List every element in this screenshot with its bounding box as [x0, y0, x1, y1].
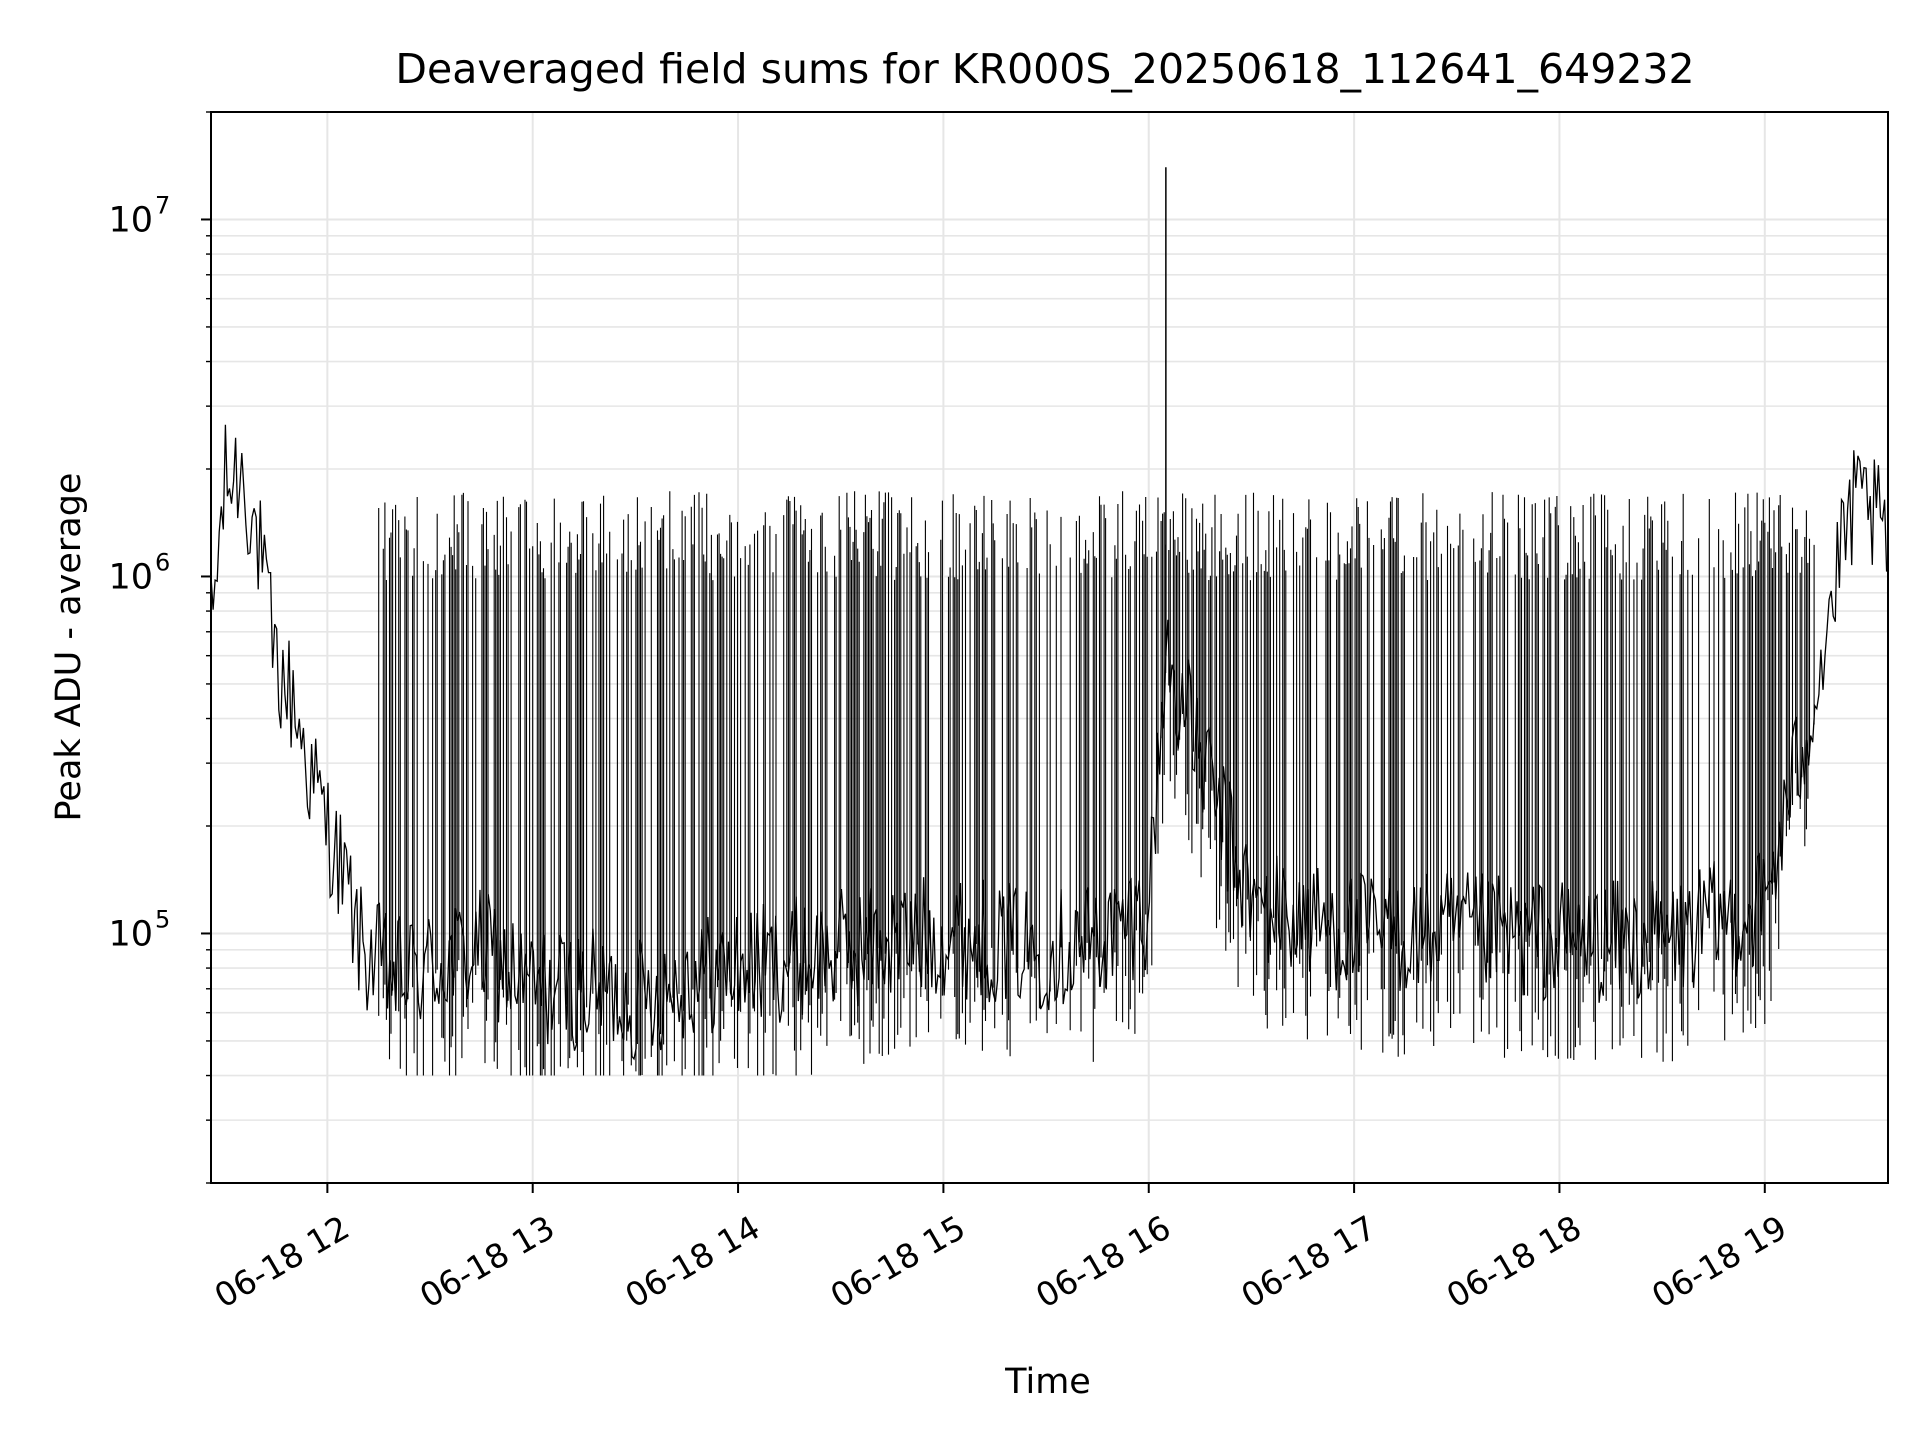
- y-tick-label: 10: [108, 200, 153, 240]
- y-axis-label: Peak ADU - average: [49, 473, 89, 822]
- x-axis-label: Time: [1004, 1362, 1091, 1402]
- plot-frame: [210, 111, 1889, 1184]
- data-layer: [210, 167, 1888, 1076]
- data-spike-cluster: [378, 491, 1815, 1076]
- y-tick-exponent: 7: [155, 191, 170, 219]
- y-tick-label: 10: [108, 914, 153, 954]
- y-tick-exponent: 5: [155, 905, 170, 933]
- y-tick-exponent: 6: [155, 548, 170, 576]
- y-tick-label: 10: [108, 557, 153, 597]
- chart-title: Deaveraged field sums for KR000S_2025061…: [395, 45, 1694, 93]
